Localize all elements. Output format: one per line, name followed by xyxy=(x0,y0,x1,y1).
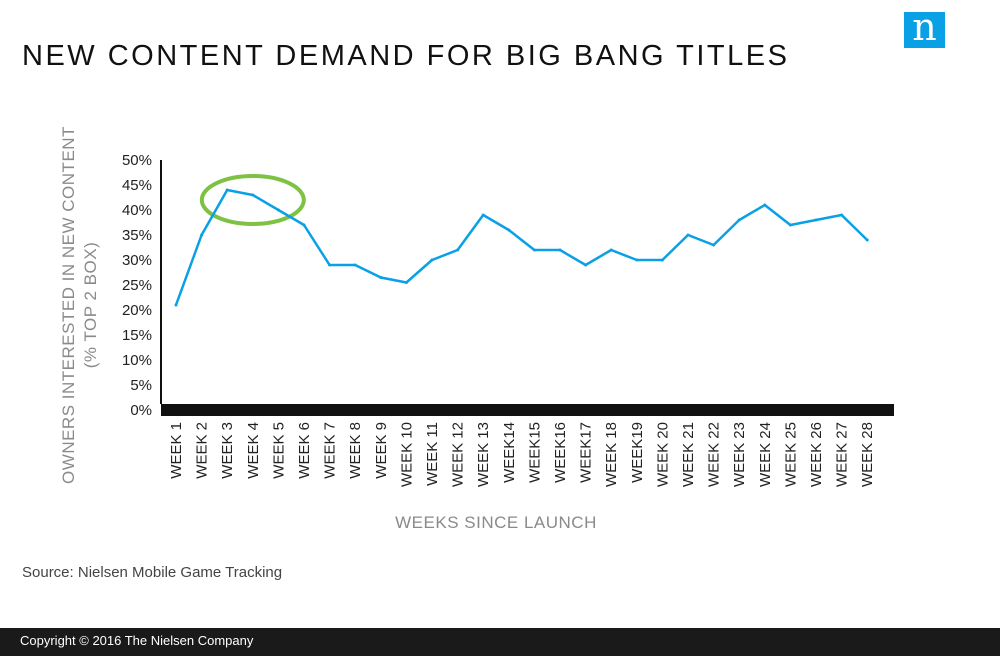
y-tick-label: 45% xyxy=(122,177,152,194)
data-point xyxy=(686,233,690,237)
data-point xyxy=(353,263,357,267)
data-point xyxy=(302,223,306,227)
x-tick-label: WEEK 23 xyxy=(731,422,748,487)
highlight-ellipse xyxy=(199,174,306,226)
data-point xyxy=(328,263,332,267)
data-point xyxy=(558,248,562,252)
y-tick-label: 25% xyxy=(122,277,152,294)
x-axis-title: WEEKS SINCE LAUNCH xyxy=(395,513,597,532)
x-tick-label: WEEK 3 xyxy=(219,422,236,479)
x-tick-label: WEEK 10 xyxy=(398,422,415,487)
y-axis-title: OWNERS INTERESTED IN NEW CONTENT (% TOP … xyxy=(59,126,100,484)
data-point xyxy=(609,248,613,252)
data-point xyxy=(276,208,280,212)
x-tick-label: WEEK 5 xyxy=(270,422,287,479)
y-tick-label: 10% xyxy=(122,352,152,369)
x-tick-label: WEEK 18 xyxy=(603,422,620,487)
y-tick-label: 40% xyxy=(122,202,152,219)
data-point xyxy=(737,218,741,222)
data-point xyxy=(712,243,716,247)
y-tick-label: 30% xyxy=(122,252,152,269)
series-line xyxy=(174,188,869,306)
data-point xyxy=(507,228,511,232)
x-tick-label: WEEK19 xyxy=(629,422,646,483)
data-points xyxy=(174,188,869,307)
nielsen-logo-icon: n xyxy=(904,12,945,48)
y-axis-label-line-1: OWNERS INTERESTED IN NEW CONTENT xyxy=(59,126,78,484)
data-point xyxy=(660,258,664,262)
data-point xyxy=(584,263,588,267)
x-tick-label: WEEK 25 xyxy=(782,422,799,487)
x-tick-label: WEEK 20 xyxy=(654,422,671,487)
x-tick-label: WEEK 28 xyxy=(859,422,876,487)
x-tick-label: WEEK15 xyxy=(526,422,543,483)
y-tick-labels: 0% 5% 10% 15% 20% 25% 30% 35% 40% 45% 50% xyxy=(122,152,152,419)
x-tick-label: WEEK16 xyxy=(552,422,569,483)
data-point xyxy=(865,238,869,242)
x-tick-label: WEEK 8 xyxy=(347,422,364,479)
x-tick-label: WEEK14 xyxy=(501,422,518,483)
line-chart: OWNERS INTERESTED IN NEW CONTENT (% TOP … xyxy=(59,126,894,532)
data-point xyxy=(532,248,536,252)
data-point xyxy=(456,248,460,252)
y-tick-label: 0% xyxy=(130,402,152,419)
data-point xyxy=(404,281,408,284)
x-tick-labels: WEEK 1 WEEK 2 WEEK 3 WEEK 4 WEEK 5 WEEK 6 WEEK… xyxy=(168,422,876,487)
data-point xyxy=(174,303,178,307)
x-tick-label: WEEK 12 xyxy=(450,422,467,487)
x-tick-label: WEEK 1 xyxy=(168,422,185,479)
x-tick-label: WEEK 11 xyxy=(424,422,441,486)
x-tick-label: WEEK 22 xyxy=(706,422,723,487)
x-tick-label: WEEK 26 xyxy=(808,422,825,487)
x-tick-label: WEEK 24 xyxy=(757,422,774,487)
y-tick-label: 35% xyxy=(122,227,152,244)
x-tick-label: WEEK 7 xyxy=(322,422,339,479)
x-axis-bar xyxy=(161,404,894,416)
data-point xyxy=(763,203,767,207)
x-tick-label: WEEK 6 xyxy=(296,422,313,479)
data-point xyxy=(840,213,844,217)
x-tick-label: WEEK 21 xyxy=(680,422,697,487)
x-tick-label: WEEK17 xyxy=(578,422,595,483)
y-tick-label: 5% xyxy=(130,377,152,394)
x-tick-label: WEEK 13 xyxy=(475,422,492,487)
data-point xyxy=(635,258,639,262)
y-tick-label: 50% xyxy=(122,152,152,169)
data-point xyxy=(225,188,229,192)
copyright-text: Copyright © 2016 The Nielsen Company xyxy=(20,633,254,648)
x-tick-label: WEEK 9 xyxy=(373,422,390,479)
y-tick-label: 15% xyxy=(122,327,152,344)
source-note: Source: Nielsen Mobile Game Tracking xyxy=(22,564,283,581)
x-tick-label: WEEK 2 xyxy=(194,422,211,479)
x-tick-label: WEEK 4 xyxy=(245,422,262,479)
data-point xyxy=(430,258,434,262)
data-point xyxy=(379,276,383,279)
data-point xyxy=(481,213,485,217)
data-point xyxy=(251,193,255,197)
y-axis-label-line-2: (% TOP 2 BOX) xyxy=(81,242,100,369)
data-point xyxy=(814,218,818,222)
data-point xyxy=(788,223,792,227)
chart-title: NEW CONTENT DEMAND FOR BIG BANG TITLES xyxy=(22,40,790,72)
y-tick-label: 20% xyxy=(122,302,152,319)
footer-bar: Copyright © 2016 The Nielsen Company xyxy=(0,628,1000,656)
x-tick-label: WEEK 27 xyxy=(834,422,851,487)
data-point xyxy=(200,233,204,237)
